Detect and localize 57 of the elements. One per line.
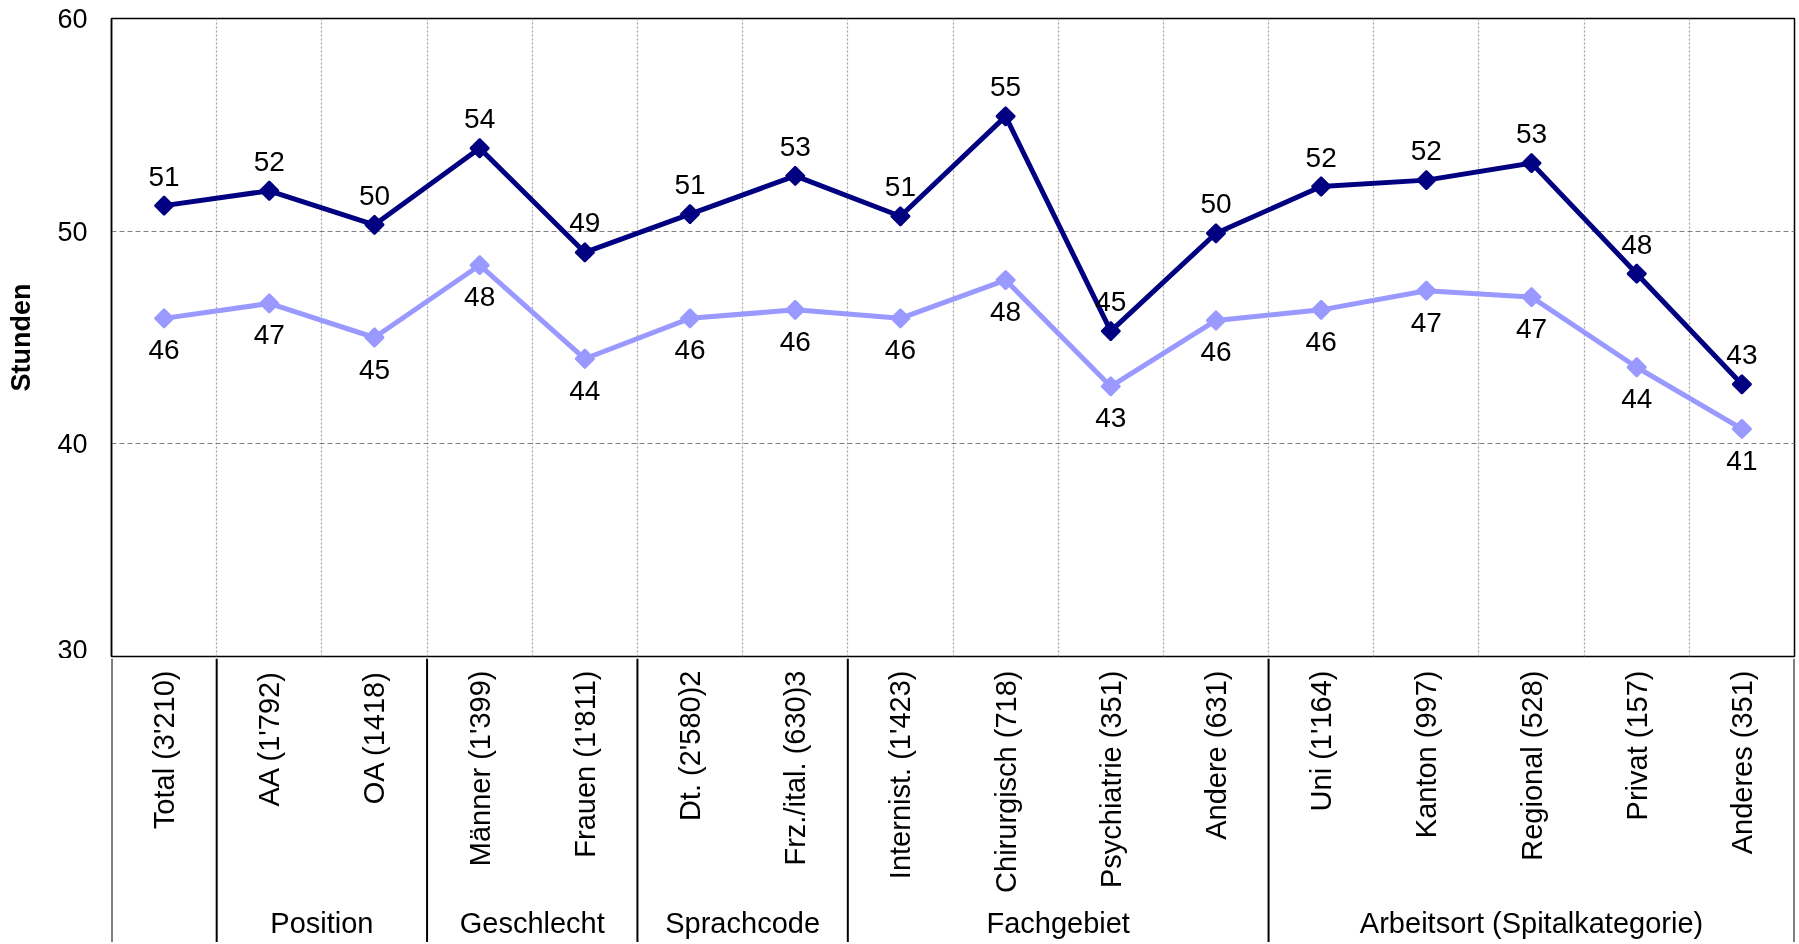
y-tick-label: 30 bbox=[57, 634, 88, 665]
text: Geschlecht bbox=[459, 906, 605, 939]
data-label: 48 bbox=[464, 281, 496, 313]
data-label: 45 bbox=[358, 353, 391, 385]
text: Sprachcode bbox=[665, 906, 821, 939]
x-tick-label: OA (1418) bbox=[358, 672, 391, 805]
data-label: 53 bbox=[779, 130, 811, 162]
x-tick-label: Frz./ital. (630)3 bbox=[779, 670, 812, 866]
data-label: 43 bbox=[1095, 402, 1127, 434]
data-label: 49 bbox=[569, 207, 601, 239]
y-tick-label: 50 bbox=[57, 216, 88, 247]
data-label: 41 bbox=[1726, 444, 1758, 476]
data-label: 48 bbox=[990, 296, 1022, 328]
y-axis-title: Stunden bbox=[6, 283, 37, 392]
data-label: 50 bbox=[1200, 188, 1232, 220]
x-tick-label: Frauen (1'811) bbox=[568, 670, 601, 858]
x-tick-label: Kanton (997) bbox=[1410, 670, 1443, 839]
data-label: 46 bbox=[884, 334, 916, 366]
data-label: 44 bbox=[569, 374, 601, 406]
x-tick-label: Internist. (1'423) bbox=[884, 670, 917, 880]
data-label: 47 bbox=[1410, 306, 1442, 338]
x-tick-label: Total (3'210) bbox=[148, 670, 181, 830]
data-label: 43 bbox=[1726, 339, 1758, 371]
text: Fachgebiet bbox=[986, 906, 1130, 939]
data-label: 55 bbox=[990, 71, 1022, 103]
data-label: 46 bbox=[779, 325, 811, 357]
text: Position bbox=[270, 906, 374, 939]
data-label: 52 bbox=[1305, 141, 1337, 173]
data-label: 50 bbox=[358, 179, 391, 211]
x-tick-label: Psychiatrie (351) bbox=[1094, 670, 1127, 889]
data-label: 47 bbox=[1515, 313, 1548, 345]
x-tick-label: Dt. (2'580)2 bbox=[674, 670, 707, 822]
data-label: 48 bbox=[1621, 228, 1653, 260]
data-label: 51 bbox=[884, 171, 916, 203]
x-tick-label: Uni (1'164) bbox=[1305, 670, 1338, 812]
data-label: 46 bbox=[674, 334, 706, 366]
data-label: 46 bbox=[1200, 336, 1232, 368]
data-label: 44 bbox=[1621, 383, 1653, 415]
y-tick-label: 60 bbox=[57, 4, 88, 34]
x-tick-label: Regional (528) bbox=[1515, 670, 1548, 861]
x-tick-label: AA (1'792) bbox=[253, 672, 286, 807]
data-label: 46 bbox=[148, 334, 180, 366]
text: Arbeitsort (Spitalkategorie) bbox=[1359, 906, 1704, 939]
x-tick-label: Anderes (351) bbox=[1725, 670, 1758, 855]
y-tick-label: 40 bbox=[57, 429, 88, 460]
data-label: 47 bbox=[253, 319, 285, 351]
data-label: 52 bbox=[253, 145, 285, 177]
data-label: 51 bbox=[674, 169, 706, 201]
x-tick-label: Männer (1'399) bbox=[463, 670, 496, 867]
data-label: 46 bbox=[1305, 325, 1337, 357]
data-label: 54 bbox=[464, 103, 496, 135]
data-label: 51 bbox=[148, 160, 180, 192]
x-tick-label: Chirurgisch (718) bbox=[989, 670, 1022, 893]
x-tick-label: Privat (157) bbox=[1620, 670, 1653, 821]
data-label: 53 bbox=[1515, 118, 1548, 150]
x-tick-label: Andere (631) bbox=[1199, 670, 1232, 840]
data-label: 52 bbox=[1410, 135, 1442, 167]
